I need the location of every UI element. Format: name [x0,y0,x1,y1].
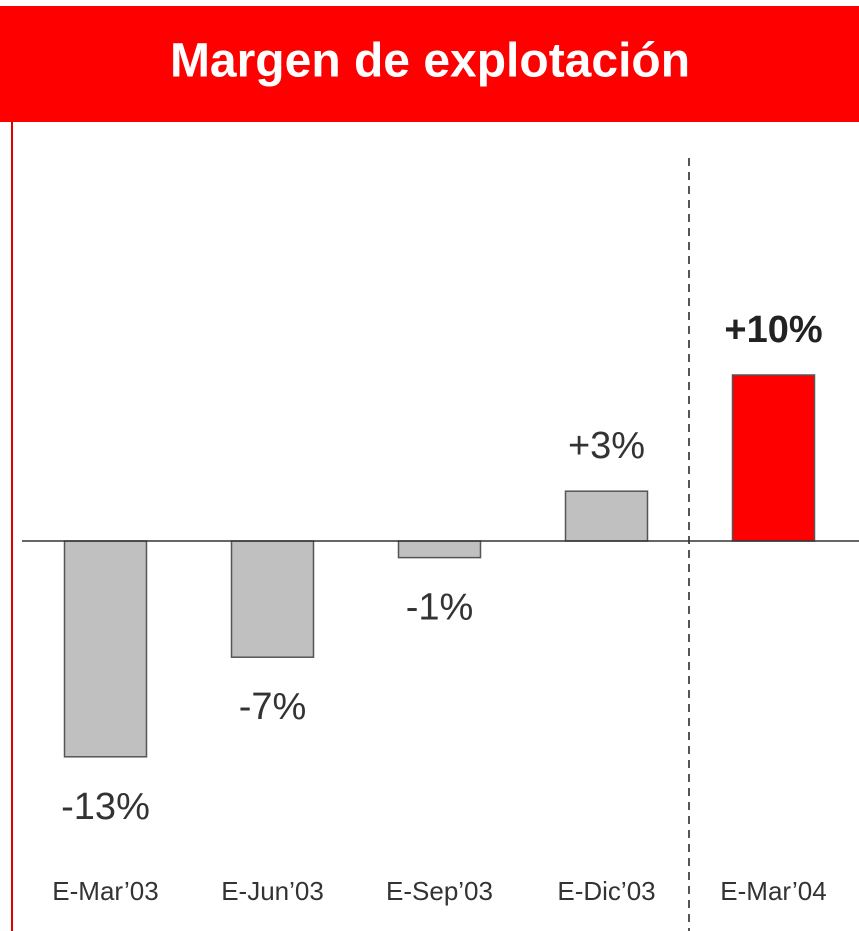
value-label: -7% [239,686,307,728]
x-tick-label: E-Mar’03 [52,876,158,906]
bar [230,540,315,658]
value-label: +10% [724,309,822,351]
bar [63,540,148,758]
bar [397,540,482,559]
value-label: +3% [568,425,645,467]
x-tick-label: E-Sep’03 [386,876,493,906]
chart-title: Margen de explotación [170,35,690,88]
title-banner [0,6,859,122]
x-tick-label: E-Jun’03 [221,876,324,906]
value-label: -1% [406,587,474,629]
x-tick-label: E-Dic’03 [557,876,655,906]
bar [731,374,816,542]
bar [564,490,649,542]
x-tick-label: E-Mar’04 [720,876,826,906]
value-label: -13% [61,786,150,828]
